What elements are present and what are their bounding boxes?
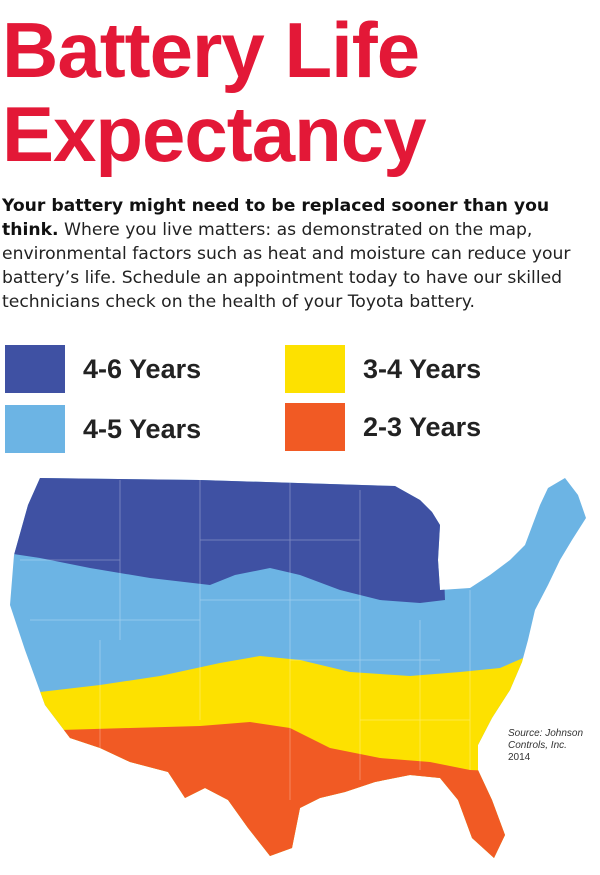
legend-swatch	[285, 403, 345, 451]
zone-4-6-years	[10, 478, 586, 603]
legend-item-3-4-years: 3-4 Years	[285, 345, 481, 393]
legend-item-4-5-years: 4-5 Years	[5, 405, 201, 453]
source-line-2: Controls, Inc.	[508, 740, 567, 751]
page-title: Battery Life Expectancy	[2, 6, 427, 178]
legend-item-4-6-years: 4-6 Years	[5, 345, 201, 393]
legend-label: 2-3 Years	[363, 411, 482, 442]
us-battery-map	[10, 478, 586, 858]
source-year: 2014	[508, 752, 531, 763]
source-note: Source: Johnson Controls, Inc. 2014	[508, 728, 583, 764]
intro-lead: Your battery might need to be replaced s…	[2, 196, 550, 240]
legend-swatch	[5, 405, 65, 453]
title-line-2: Expectancy	[2, 90, 427, 178]
title-line-1: Battery Life	[2, 6, 420, 94]
state-borders	[20, 480, 471, 800]
intro-paragraph: Your battery might need to be replaced s…	[2, 194, 598, 314]
legend-swatch	[285, 345, 345, 393]
legend-label: 4-6 Years	[83, 353, 202, 384]
legend-label: 3-4 Years	[363, 353, 482, 384]
legend-item-2-3-years: 2-3 Years	[285, 403, 481, 451]
source-line-1: Source: Johnson	[508, 728, 584, 739]
intro-body: Where you live matters: as demonstrated …	[2, 220, 571, 312]
legend-label: 4-5 Years	[83, 413, 202, 444]
legend-swatch	[5, 345, 65, 393]
